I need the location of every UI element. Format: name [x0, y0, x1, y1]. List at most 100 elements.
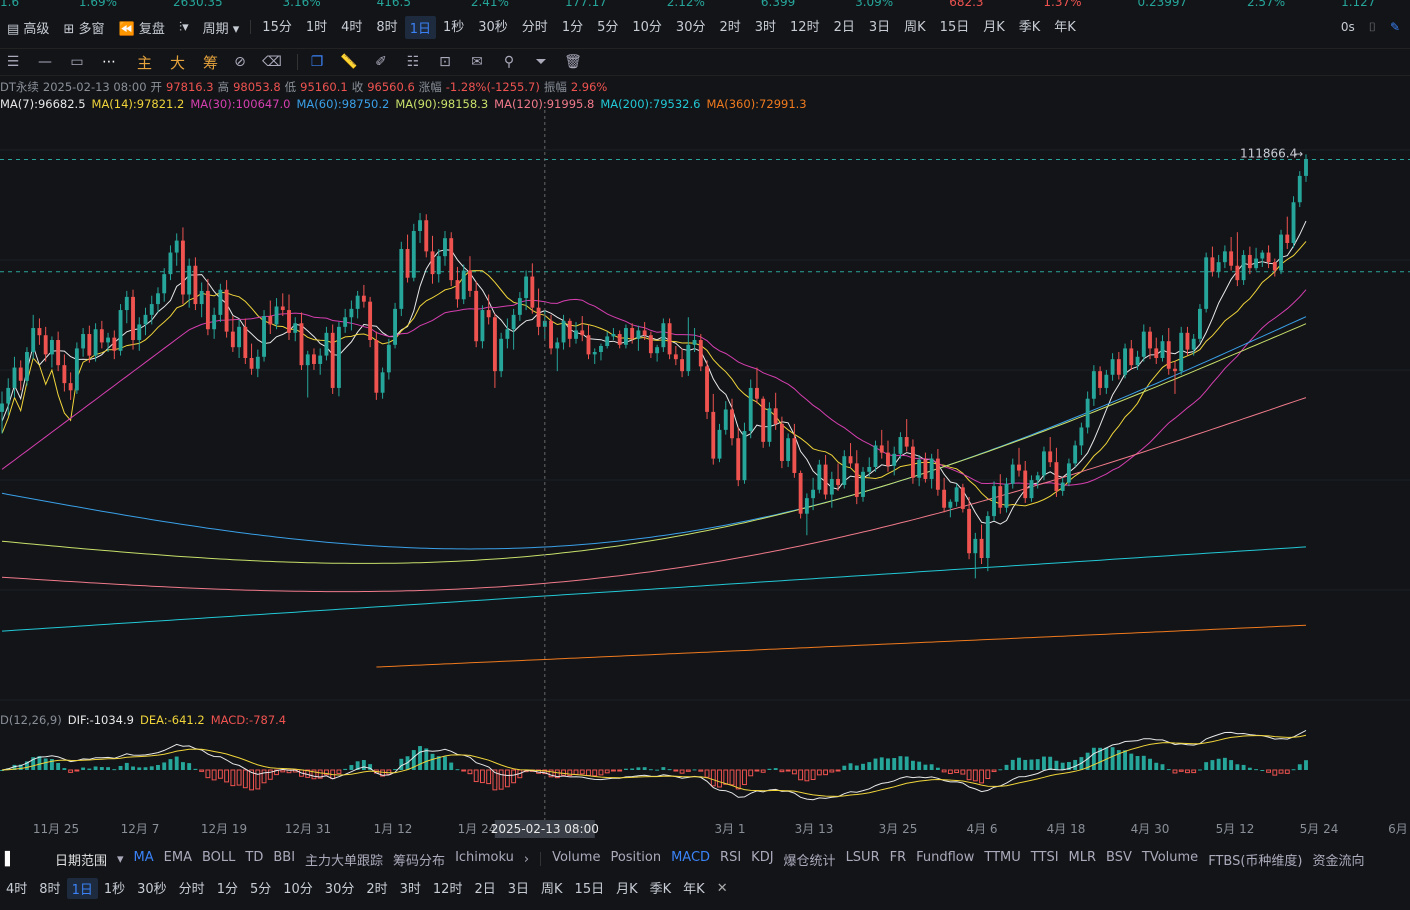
- candle[interactable]: [655, 344, 660, 362]
- candle[interactable]: [299, 312, 304, 370]
- candle[interactable]: [761, 396, 766, 448]
- bottom-interval-16[interactable]: 15日: [574, 881, 605, 897]
- candle[interactable]: [424, 214, 429, 258]
- main-indicator-7[interactable]: Ichimoku: [455, 849, 514, 865]
- main-indicator-0[interactable]: MA: [133, 849, 154, 865]
- candle[interactable]: [804, 493, 809, 536]
- candle[interactable]: [1291, 196, 1296, 248]
- candle[interactable]: [960, 483, 965, 513]
- bottom-interval-10[interactable]: 2时: [366, 881, 388, 897]
- candle[interactable]: [623, 324, 628, 349]
- interval-9[interactable]: 5分: [597, 19, 619, 35]
- bottom-interval-7[interactable]: 5分: [249, 881, 272, 897]
- candle[interactable]: [680, 348, 685, 378]
- interval-21[interactable]: 年K: [1054, 19, 1076, 35]
- bottom-interval-2[interactable]: 1日: [66, 877, 98, 899]
- candle[interactable]: [1010, 458, 1015, 489]
- main-indicator-4[interactable]: BBI: [273, 849, 296, 865]
- bottom-interval-8[interactable]: 10分: [283, 881, 313, 897]
- candle[interactable]: [711, 393, 716, 465]
- candle[interactable]: [43, 326, 48, 362]
- candle[interactable]: [1247, 246, 1252, 275]
- candle[interactable]: [99, 320, 104, 349]
- interval-8[interactable]: 1分: [561, 19, 584, 35]
- interval-16[interactable]: 3日: [868, 19, 891, 35]
- candle[interactable]: [517, 292, 522, 321]
- candle[interactable]: [1260, 250, 1265, 267]
- candle[interactable]: [156, 287, 160, 313]
- candle[interactable]: [1035, 471, 1040, 489]
- interval-14[interactable]: 12时: [790, 19, 820, 35]
- candle[interactable]: [393, 302, 398, 349]
- interval-4[interactable]: 1日: [404, 15, 436, 39]
- candle[interactable]: [37, 318, 42, 345]
- candle[interactable]: [199, 282, 204, 318]
- candle[interactable]: [293, 317, 298, 342]
- candle[interactable]: [349, 300, 354, 331]
- candle[interactable]: [617, 330, 622, 349]
- interval-0[interactable]: 15分: [262, 19, 292, 35]
- candle[interactable]: [1073, 440, 1078, 467]
- candle[interactable]: [923, 452, 928, 483]
- candle[interactable]: [1085, 391, 1090, 434]
- sub-indicator-6[interactable]: LSUR: [845, 849, 880, 865]
- candle[interactable]: [1210, 246, 1215, 277]
- bottom-interval-11[interactable]: 3时: [399, 881, 421, 897]
- candle[interactable]: [549, 314, 553, 355]
- lock-icon[interactable]: ⊡: [439, 54, 451, 70]
- candle[interactable]: [611, 328, 616, 341]
- candle[interactable]: [1029, 475, 1034, 502]
- candle[interactable]: [985, 511, 990, 572]
- candle[interactable]: [56, 331, 61, 372]
- candle[interactable]: [673, 346, 678, 366]
- candle[interactable]: [861, 466, 865, 502]
- candle[interactable]: [836, 463, 840, 491]
- ticker-item[interactable]: 1.6 1.69%: [0, 0, 145, 8]
- date-range-chevron-icon[interactable]: ▾: [117, 851, 124, 867]
- candle[interactable]: [174, 233, 179, 266]
- candle[interactable]: [904, 419, 909, 452]
- candle[interactable]: [1173, 361, 1177, 394]
- candle[interactable]: [705, 360, 709, 420]
- candle[interactable]: [1235, 232, 1240, 287]
- ticker-item[interactable]: 416.5 2.41%: [377, 0, 537, 8]
- candle[interactable]: [405, 234, 410, 283]
- candle[interactable]: [361, 284, 366, 308]
- interval-2[interactable]: 4时: [341, 19, 363, 35]
- candle[interactable]: [642, 322, 647, 341]
- candle[interactable]: [1023, 460, 1028, 503]
- sub-indicator-13[interactable]: TVolume: [1141, 849, 1199, 865]
- candle[interactable]: [355, 290, 360, 319]
- candle[interactable]: [1179, 326, 1184, 375]
- candle[interactable]: [386, 338, 391, 380]
- candle[interactable]: [879, 429, 884, 459]
- candle[interactable]: [93, 323, 98, 362]
- candle[interactable]: [399, 241, 404, 317]
- main-indicator-3[interactable]: TD: [245, 849, 264, 865]
- candle[interactable]: [68, 372, 73, 400]
- copy-icon[interactable]: ❐: [310, 54, 324, 70]
- candle[interactable]: [798, 470, 803, 519]
- candle[interactable]: [255, 349, 260, 378]
- collapse-icon[interactable]: ▌: [5, 851, 15, 867]
- sub-indicator-4[interactable]: KDJ: [751, 849, 774, 865]
- candle[interactable]: [274, 298, 279, 330]
- trash-icon[interactable]: 🗑: [564, 54, 582, 70]
- interval-3[interactable]: 8时: [376, 19, 398, 35]
- candle[interactable]: [730, 398, 734, 446]
- candle[interactable]: [324, 326, 329, 361]
- candle[interactable]: [1098, 366, 1103, 396]
- candle[interactable]: [18, 360, 23, 391]
- candle[interactable]: [811, 477, 816, 511]
- sub-indicator-9[interactable]: TTMU: [984, 849, 1021, 865]
- candle[interactable]: [237, 319, 242, 358]
- candle[interactable]: [767, 402, 772, 447]
- candle[interactable]: [717, 423, 722, 463]
- ticker-item[interactable]: 2630.35 3.16%: [173, 0, 349, 8]
- magnet-icon[interactable]: ⊘: [234, 54, 246, 70]
- candle[interactable]: [648, 331, 653, 358]
- bottom-interval-19[interactable]: 年K: [683, 881, 705, 897]
- bottom-interval-9[interactable]: 30分: [324, 881, 355, 897]
- candle[interactable]: [106, 332, 111, 352]
- rect-icon[interactable]: ▭: [70, 54, 84, 70]
